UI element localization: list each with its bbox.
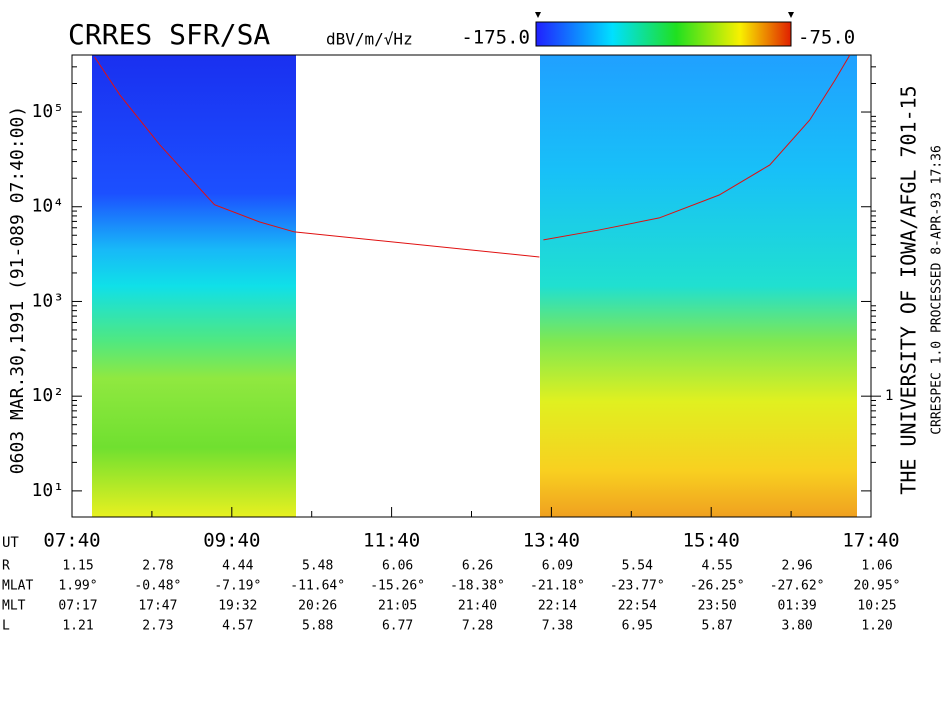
- ephemeris-label: MLAT: [2, 579, 33, 594]
- ephemeris-value: 2.96: [781, 559, 812, 574]
- y-tick-label: 10⁵: [31, 101, 64, 122]
- ephemeris-value: -11.64°: [290, 579, 345, 594]
- ephemeris-value: 6.06: [382, 559, 413, 574]
- ephemeris-value: 5.87: [702, 619, 733, 634]
- ephemeris-value: -0.48°: [134, 579, 181, 594]
- ephemeris-value: 6.26: [462, 559, 493, 574]
- ephemeris-value: 6.95: [622, 619, 653, 634]
- chart-title: CRRES SFR/SA: [68, 18, 270, 51]
- ephemeris-value: 5.48: [302, 559, 333, 574]
- ephemeris-label: R: [2, 559, 10, 574]
- ephemeris-value: 23:50: [698, 599, 737, 614]
- right-label: THE UNIVERSITY OF IOWA/AFGL 701-15: [897, 85, 921, 494]
- y-tick-label: 10⁴: [31, 196, 64, 217]
- ephemeris-value: 6.77: [382, 619, 413, 634]
- ephemeris-value: 1.15: [62, 559, 93, 574]
- ephemeris-value: 07:17: [58, 599, 97, 614]
- ephemeris-value: 19:32: [218, 599, 257, 614]
- x-tick-label: 13:40: [523, 530, 580, 552]
- ephemeris-value: 3.80: [781, 619, 812, 634]
- ephemeris-value: 6.09: [542, 559, 573, 574]
- ephemeris-value: 7.28: [462, 619, 493, 634]
- ephemeris-value: 5.54: [622, 559, 653, 574]
- ephemeris-value: 22:54: [618, 599, 657, 614]
- ephemeris-value: 21:05: [378, 599, 417, 614]
- ephemeris-value: 20:26: [298, 599, 337, 614]
- x-tick-label: 07:40: [43, 530, 100, 552]
- colorbar-tick-label: -175.0: [461, 27, 530, 49]
- ephemeris-value: -26.25°: [690, 579, 745, 594]
- ephemeris-label: MLT: [2, 599, 26, 614]
- ephemeris-value: 22:14: [538, 599, 577, 614]
- ephemeris-value: 1.20: [861, 619, 892, 634]
- colorbar-tick: [535, 12, 541, 18]
- ephemeris-value: 7.38: [542, 619, 573, 634]
- colorbar-tick-label: -75.0: [798, 27, 855, 49]
- ephemeris-value: -27.62°: [770, 579, 825, 594]
- right-sublabel: CRRESPEC 1.0 PROCESSED 8-APR-93 17:36: [930, 145, 945, 435]
- ephemeris-value: -21.18°: [530, 579, 585, 594]
- ephemeris-value: 1.99°: [58, 579, 97, 594]
- ephemeris-value: 01:39: [778, 599, 817, 614]
- colorbar: [535, 21, 792, 47]
- ephemeris-value: -15.26°: [370, 579, 425, 594]
- spectrogram-image: [92, 55, 296, 517]
- ephemeris-value: 17:47: [138, 599, 177, 614]
- y2-tick-label: 1: [885, 388, 893, 404]
- ephemeris-value: 4.57: [222, 619, 253, 634]
- ephemeris-value: 4.55: [702, 559, 733, 574]
- ephemeris-value: -18.38°: [450, 579, 505, 594]
- x-axis-label: UT: [2, 535, 19, 551]
- ephemeris-value: -7.19°: [214, 579, 261, 594]
- colorbar-tick: [788, 12, 794, 18]
- ephemeris-value: 4.44: [222, 559, 253, 574]
- ephemeris-value: 20.95°: [854, 579, 901, 594]
- ephemeris-value: 21:40: [458, 599, 497, 614]
- gyrofrequency-line: [543, 54, 851, 241]
- gyrofrequency-line: [94, 56, 540, 258]
- colorbar-label: dBV/m/√Hz: [326, 30, 413, 49]
- ephemeris-label: L: [2, 619, 10, 634]
- spectrogram-image: [540, 55, 857, 517]
- y-tick-label: 10²: [31, 385, 64, 406]
- y-tick-label: 10³: [31, 290, 64, 311]
- x-tick-label: 09:40: [203, 530, 260, 552]
- ephemeris-value: 2.78: [142, 559, 173, 574]
- x-tick-label: 17:40: [842, 530, 899, 552]
- y-tick-label: 10¹: [31, 480, 64, 501]
- x-tick-label: 15:40: [683, 530, 740, 552]
- ephemeris-value: 1.06: [861, 559, 892, 574]
- left-label: 0603 MAR.30,1991 (91-089 07:40:00): [7, 106, 28, 474]
- x-tick-label: 11:40: [363, 530, 420, 552]
- ephemeris-value: -23.77°: [610, 579, 665, 594]
- ephemeris-value: 2.73: [142, 619, 173, 634]
- ephemeris-value: 1.21: [62, 619, 93, 634]
- ephemeris-value: 5.88: [302, 619, 333, 634]
- ephemeris-value: 10:25: [857, 599, 896, 614]
